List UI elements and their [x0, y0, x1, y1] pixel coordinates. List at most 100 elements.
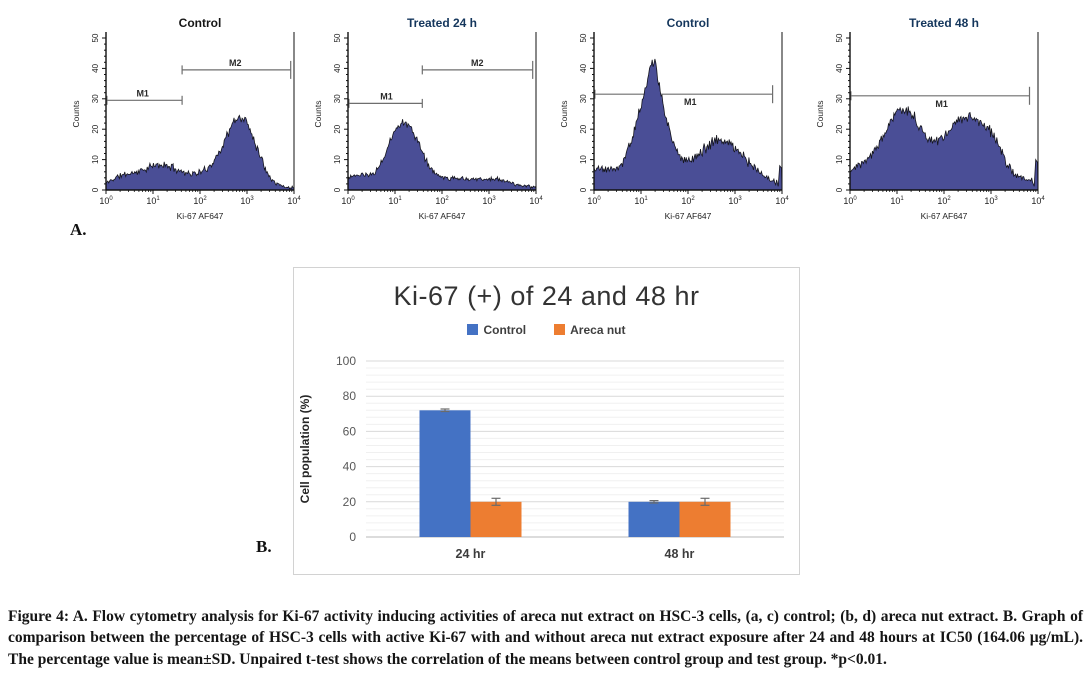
- error-bar: [700, 497, 710, 506]
- svg-text:100: 100: [341, 196, 355, 206]
- bar-chart-legend: Control Areca nut: [294, 322, 799, 337]
- histogram-curve: [347, 119, 537, 191]
- svg-text:40: 40: [343, 460, 357, 474]
- marker-label: M2: [471, 58, 484, 68]
- marker-label: M2: [229, 58, 242, 68]
- legend-label: Areca nut: [570, 322, 626, 337]
- svg-text:40: 40: [333, 63, 342, 72]
- svg-text:20: 20: [343, 495, 357, 509]
- svg-text:40: 40: [579, 63, 588, 72]
- legend-swatch: [554, 324, 566, 335]
- svg-text:10: 10: [579, 155, 588, 164]
- flow-histogram-svg: Control M1 M2 0 10 20 30 40 50 Counts 100 101 102 103…: [71, 16, 301, 221]
- svg-text:0: 0: [579, 187, 588, 192]
- y-axis-tick-labels: 0 20 40 60 80 100: [336, 354, 356, 544]
- flow-y-axis: 0 10 20 30 40 50 Counts: [559, 33, 594, 192]
- marker-m1: M1: [594, 85, 774, 107]
- bar-areca-nut-48hr: [679, 501, 731, 537]
- flow-y-axis-label: Counts: [71, 101, 81, 128]
- svg-text:102: 102: [937, 196, 951, 206]
- svg-text:50: 50: [333, 33, 342, 42]
- svg-text:30: 30: [579, 94, 588, 103]
- svg-text:20: 20: [579, 124, 588, 133]
- marker-label: M1: [684, 97, 697, 107]
- svg-text:104: 104: [529, 196, 543, 206]
- svg-text:30: 30: [835, 94, 844, 103]
- svg-text:10: 10: [333, 155, 342, 164]
- bar-chart-svg: 0 20 40 60 80 100 Cell population (%) 24 hr 48 h…: [298, 354, 784, 561]
- error-bar: [649, 500, 659, 504]
- flow-y-axis: 0 10 20 30 40 50 Counts: [313, 33, 348, 192]
- error-bar: [491, 497, 501, 506]
- figure-caption: Figure 4: A. Flow cytometry analysis for…: [8, 608, 1083, 668]
- flow-x-axis-label: Ki-67 AF647: [419, 211, 466, 221]
- svg-text:50: 50: [835, 33, 844, 42]
- svg-text:103: 103: [984, 196, 998, 206]
- histogram-curve: [849, 106, 1039, 191]
- marker-label: M1: [380, 91, 393, 101]
- svg-text:100: 100: [843, 196, 857, 206]
- svg-text:100: 100: [587, 196, 601, 206]
- flow-y-axis: 0 10 20 30 40 50 Counts: [815, 33, 850, 192]
- flow-panel-b-treated-24h: Treated 24 h M1 M2 0 10 20 30 40 50 Counts 100 101 1…: [310, 8, 555, 232]
- svg-text:50: 50: [579, 33, 588, 42]
- flow-panel-d-treated-48h: Treated 48 h M1 0 10 20 30 40 50 Counts 100 101 102…: [812, 8, 1057, 232]
- legend-label: Control: [483, 322, 527, 337]
- flow-y-axis: 0 10 20 30 40 50 Counts: [71, 33, 106, 192]
- flow-panel-a-control: Control M1 M2 0 10 20 30 40 50 Counts 100 101 102 103…: [68, 8, 313, 232]
- svg-text:0: 0: [349, 530, 356, 544]
- flow-x-axis-label: Ki-67 AF647: [921, 211, 968, 221]
- svg-text:104: 104: [775, 196, 789, 206]
- histogram-curve: [105, 114, 295, 191]
- flow-x-axis: 100 101 102 103 104 Ki-67 AF647: [99, 190, 301, 221]
- svg-text:0: 0: [835, 187, 844, 192]
- legend-swatch: [467, 324, 479, 335]
- flow-axes: [347, 32, 537, 191]
- svg-text:101: 101: [634, 196, 648, 206]
- svg-text:10: 10: [835, 155, 844, 164]
- bar-areca-nut-24hr: [470, 501, 522, 537]
- y-axis-title: Cell population (%): [298, 395, 312, 504]
- svg-text:101: 101: [146, 196, 160, 206]
- svg-text:101: 101: [388, 196, 402, 206]
- svg-text:80: 80: [343, 389, 357, 403]
- svg-text:30: 30: [333, 94, 342, 103]
- svg-text:20: 20: [333, 124, 342, 133]
- svg-text:20: 20: [91, 124, 100, 133]
- svg-text:40: 40: [835, 63, 844, 72]
- flow-axes: [105, 32, 295, 191]
- error-bar: [440, 408, 450, 413]
- flow-x-axis: 100 101 102 103 104 Ki-67 AF647: [587, 190, 789, 221]
- svg-text:50: 50: [91, 33, 100, 42]
- bar-control-24hr: [419, 410, 471, 537]
- svg-text:30: 30: [91, 94, 100, 103]
- flow-x-axis: 100 101 102 103 104 Ki-67 AF647: [843, 190, 1045, 221]
- marker-m2: M2: [181, 58, 292, 79]
- flow-x-axis-label: Ki-67 AF647: [665, 211, 712, 221]
- category-label: 48 hr: [665, 547, 695, 561]
- flow-histogram-svg: Treated 48 h M1 0 10 20 30 40 50 Counts 100 101 102…: [815, 16, 1045, 221]
- flow-panel-c-control: Control M1 0 10 20 30 40 50 Counts 100 101 102 103 10…: [556, 8, 801, 232]
- svg-text:0: 0: [91, 187, 100, 192]
- svg-text:60: 60: [343, 424, 357, 438]
- marker-m1: M1: [850, 86, 1031, 109]
- panel-b-label: B.: [256, 537, 272, 556]
- bar-chart-plot: 0 20 40 60 80 100 Cell population (%) 24 hr 48 h…: [294, 353, 799, 576]
- marker-m1: M1: [348, 91, 423, 108]
- histogram-curve: [593, 58, 783, 191]
- svg-text:104: 104: [1031, 196, 1045, 206]
- svg-text:104: 104: [287, 196, 301, 206]
- flow-panel-title: Control: [667, 16, 710, 30]
- legend-item-areca-nut: Areca nut: [554, 322, 626, 337]
- svg-text:0: 0: [333, 187, 342, 192]
- svg-text:10: 10: [91, 155, 100, 164]
- flow-panel-title: Control: [179, 16, 222, 30]
- flow-panel-title: Treated 24 h: [407, 16, 477, 30]
- marker-m2: M2: [421, 58, 534, 79]
- legend-item-control: Control: [467, 323, 526, 337]
- flow-x-axis: 100 101 102 103 104 Ki-67 AF647: [341, 190, 543, 221]
- bar-control-48hr: [628, 501, 680, 537]
